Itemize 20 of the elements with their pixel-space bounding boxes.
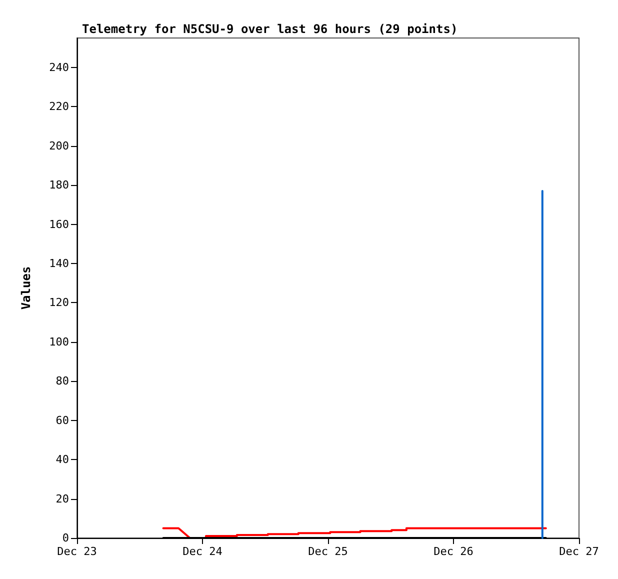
- x-tick-label: Dec 25: [308, 545, 348, 558]
- y-tick-label: 120: [49, 296, 69, 310]
- y-tick-label: 100: [49, 335, 69, 348]
- y-tick-label: 20: [56, 492, 69, 506]
- y-tick-label: 80: [56, 374, 69, 388]
- y-tick-label: 0: [62, 532, 69, 544]
- x-tick-label: Dec 26: [434, 545, 474, 558]
- y-tick-label: 40: [56, 453, 69, 466]
- x-tick-label: Dec 24: [182, 545, 223, 558]
- y-tick-label: 200: [49, 139, 69, 152]
- y-tick-label: 180: [49, 178, 69, 192]
- y-tick-label: 240: [49, 60, 69, 74]
- x-tick-label: Dec 27: [559, 545, 599, 558]
- y-tick-label: 160: [49, 218, 69, 231]
- chart-title: Telemetry for N5CSU-9 over last 96 hours (29 points): [82, 22, 458, 36]
- x-tick-label: Dec 23: [57, 545, 97, 558]
- y-axis-title: Values: [19, 266, 33, 310]
- y-tick-label: 140: [49, 256, 69, 270]
- y-tick-label: 60: [56, 414, 69, 427]
- y-tick-label: 220: [49, 100, 69, 114]
